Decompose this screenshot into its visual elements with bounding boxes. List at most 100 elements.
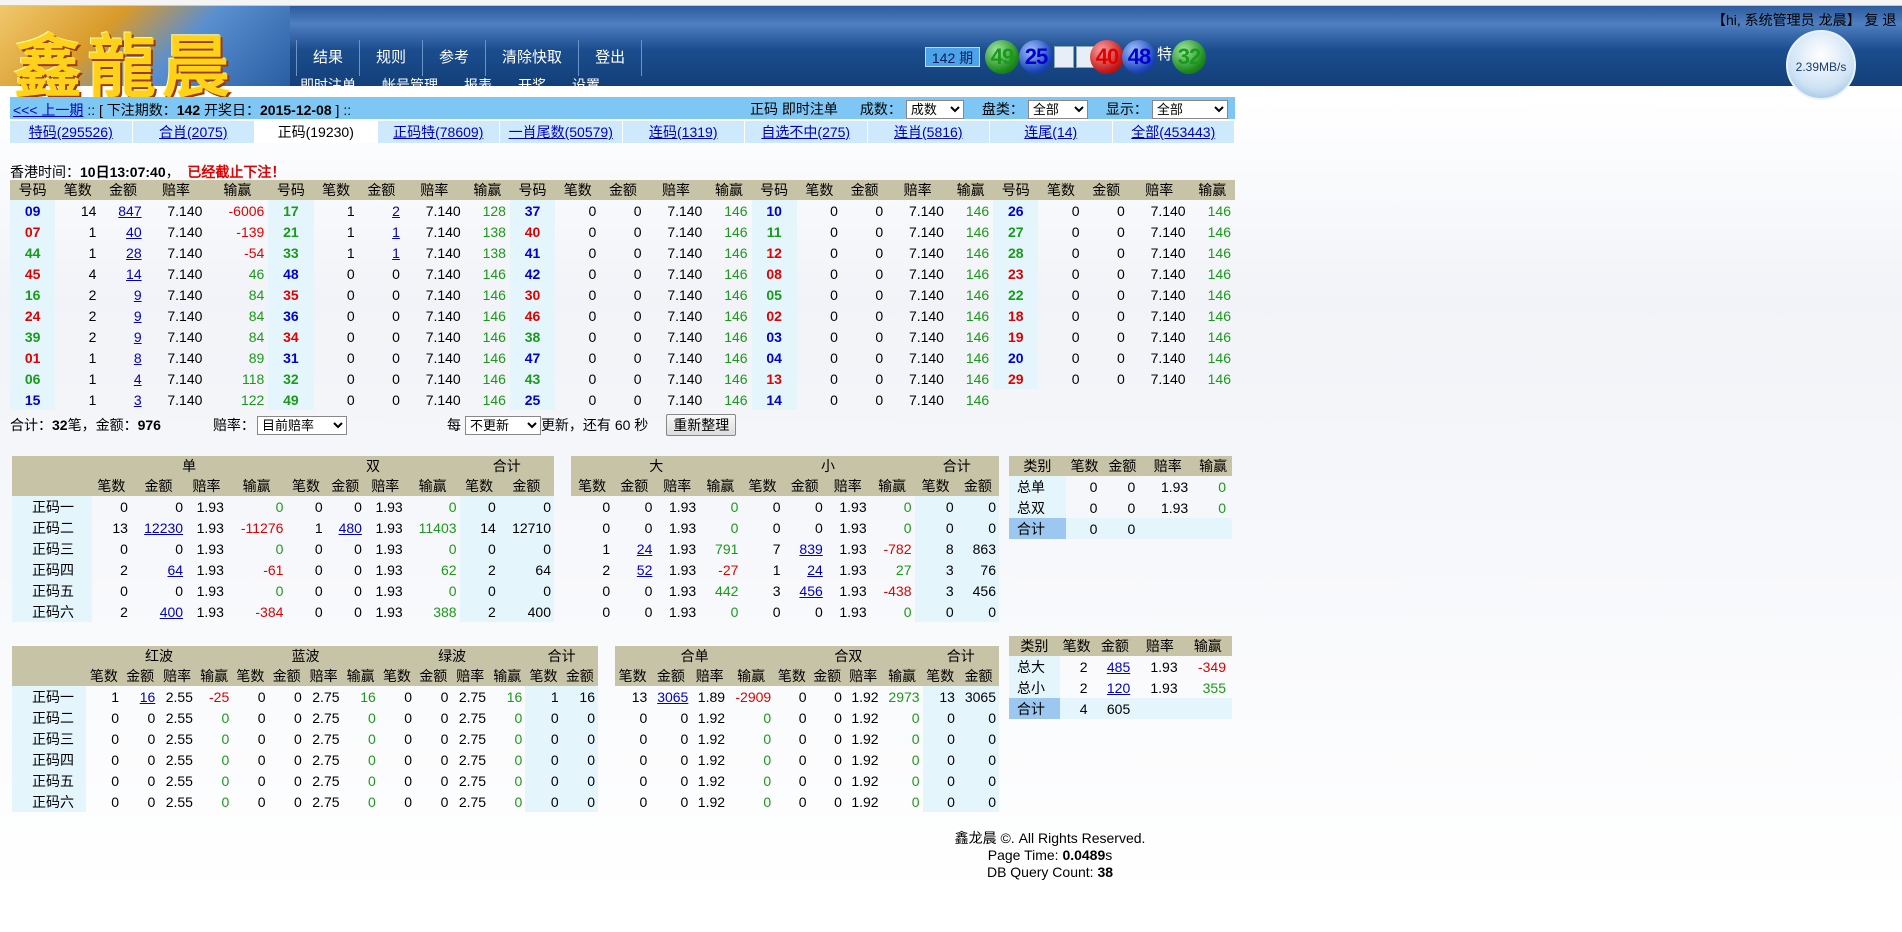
- data-cell[interactable]: 480: [326, 517, 365, 538]
- subnav-item[interactable]: 报表: [464, 77, 492, 86]
- show-select[interactable]: 全部: [1151, 99, 1228, 119]
- data-cell[interactable]: 24: [784, 559, 826, 580]
- tab-3[interactable]: 正码特(78609): [378, 121, 500, 143]
- amount-link[interactable]: 3: [133, 391, 142, 408]
- number-cell: 18: [993, 305, 1039, 326]
- amount-link[interactable]: 64: [167, 561, 184, 578]
- tab-name: 全部: [1131, 124, 1160, 140]
- nav-item[interactable]: 规则: [360, 40, 424, 76]
- winloss-cell: 46: [248, 265, 265, 282]
- amount-link[interactable]: 120: [1106, 679, 1131, 696]
- user-info[interactable]: 【hi, 系统管理员 龙晨】 复 退: [1712, 12, 1897, 28]
- table-row: 0 0 1.93 0 0 0 1.93 0 0 0: [571, 517, 999, 538]
- winloss-cell: -139: [236, 223, 265, 240]
- data-cell: 1.93: [1150, 658, 1178, 675]
- amount-link[interactable]: 480: [338, 519, 362, 536]
- nav-item[interactable]: 结果: [297, 40, 361, 76]
- tab-2[interactable]: 正码(19230): [255, 121, 378, 143]
- tab-4[interactable]: 一肖尾数(50579): [500, 121, 623, 143]
- tab-5[interactable]: 连码(1319): [623, 121, 745, 143]
- reorganize-button[interactable]: 重新整理: [666, 414, 737, 436]
- data-cell[interactable]: 120: [1094, 677, 1137, 698]
- tab-0[interactable]: 特码(295526): [10, 121, 133, 143]
- cheng-select[interactable]: 成数: [905, 99, 964, 119]
- data-cell[interactable]: 24: [613, 538, 655, 559]
- tab-7[interactable]: 连肖(5816): [868, 121, 990, 143]
- amount-cell[interactable]: 4: [100, 368, 145, 389]
- amount-link[interactable]: 9: [133, 286, 142, 303]
- amount-cell[interactable]: 1: [359, 221, 404, 242]
- amount-link[interactable]: 4: [133, 370, 142, 387]
- table-row: 0 0 1.92 0 0 0 1.92 0 0 0: [615, 791, 999, 812]
- amount-cell[interactable]: 3: [100, 389, 145, 410]
- data-cell[interactable]: 839: [784, 538, 826, 559]
- amount-link[interactable]: 8: [133, 349, 142, 366]
- tab-1[interactable]: 合肖(2075): [133, 121, 255, 143]
- rate-select[interactable]: 目前赔率: [256, 415, 347, 435]
- amount-link[interactable]: 1: [392, 223, 400, 240]
- amount-link[interactable]: 52: [636, 561, 653, 578]
- amount-cell[interactable]: 40: [100, 221, 145, 242]
- amount-link[interactable]: 2: [392, 202, 400, 219]
- data-cell[interactable]: 400: [131, 601, 186, 622]
- amount-cell[interactable]: 2: [359, 200, 404, 221]
- nav-item[interactable]: 清除快取: [486, 40, 580, 76]
- number-cell: 14: [751, 389, 797, 410]
- amount-link[interactable]: 485: [1106, 658, 1131, 675]
- amount-link[interactable]: 1: [392, 244, 400, 261]
- amount-cell[interactable]: 8: [100, 347, 145, 368]
- data-cell: 0: [314, 561, 323, 578]
- data-cell[interactable]: 64: [131, 559, 186, 580]
- amount-cell[interactable]: 9: [100, 305, 145, 326]
- prev-period-link[interactable]: <<< 上一期: [13, 102, 84, 118]
- data-cell[interactable]: 52: [613, 559, 655, 580]
- odds-cell: 7.140: [908, 328, 944, 345]
- amount-link[interactable]: 24: [807, 561, 823, 578]
- amount-link[interactable]: 16: [139, 688, 156, 705]
- amount-cell[interactable]: 9: [100, 284, 145, 305]
- amount-cell[interactable]: 14: [100, 263, 145, 284]
- data-cell: 14: [459, 517, 499, 538]
- count-cell: 2: [88, 307, 97, 324]
- tab-8[interactable]: 连尾(14): [990, 121, 1113, 143]
- data-cell[interactable]: 456: [784, 580, 826, 601]
- data-cell: 0: [911, 772, 920, 789]
- amount-link[interactable]: 456: [799, 582, 823, 599]
- data-cell[interactable]: 12230: [131, 517, 186, 538]
- amount-link[interactable]: 847: [118, 202, 142, 219]
- data-cell[interactable]: 16: [122, 686, 158, 707]
- subnav-item[interactable]: 帐号管理: [382, 77, 438, 86]
- column-header: 赔率: [403, 180, 465, 200]
- tab-9[interactable]: 全部(453443): [1113, 121, 1235, 143]
- data-cell[interactable]: 3065: [650, 686, 691, 707]
- amount-cell[interactable]: 9: [100, 326, 145, 347]
- pan-select[interactable]: 全部: [1027, 99, 1088, 119]
- tab-6[interactable]: 自选不中(275): [745, 121, 868, 143]
- amount-link[interactable]: 24: [636, 540, 653, 557]
- amount-link[interactable]: 9: [133, 307, 142, 324]
- refresh-select[interactable]: 不更新: [464, 415, 541, 435]
- subnav-item[interactable]: 即时注单: [300, 77, 356, 86]
- amount-link[interactable]: 400: [159, 603, 184, 620]
- amount-cell[interactable]: 1: [359, 242, 404, 263]
- subnav-item[interactable]: 开奖: [518, 77, 546, 86]
- data-cell[interactable]: 485: [1094, 656, 1137, 677]
- amount-link[interactable]: 12230: [144, 519, 184, 536]
- column-header: 赔率: [451, 666, 490, 686]
- amount-link[interactable]: 3065: [657, 688, 689, 705]
- data-cell: 0: [120, 582, 128, 599]
- amount-cell[interactable]: 847: [100, 200, 145, 221]
- amount-link[interactable]: 839: [799, 540, 823, 557]
- column-header: 赔率: [691, 666, 729, 686]
- amount-link[interactable]: 9: [133, 328, 142, 345]
- amount-link[interactable]: 40: [126, 223, 142, 240]
- amount-link[interactable]: 14: [126, 265, 142, 282]
- data-cell: 0: [763, 751, 772, 768]
- subnav-item[interactable]: 设置: [572, 77, 600, 86]
- amount-link[interactable]: 28: [126, 244, 142, 261]
- nav-item[interactable]: 参考: [423, 40, 487, 76]
- odds-cell: 7.140: [1150, 370, 1186, 387]
- nav-item[interactable]: 登出: [579, 40, 643, 76]
- amount-cell[interactable]: 28: [100, 242, 145, 263]
- column-header: 输赢: [195, 666, 233, 686]
